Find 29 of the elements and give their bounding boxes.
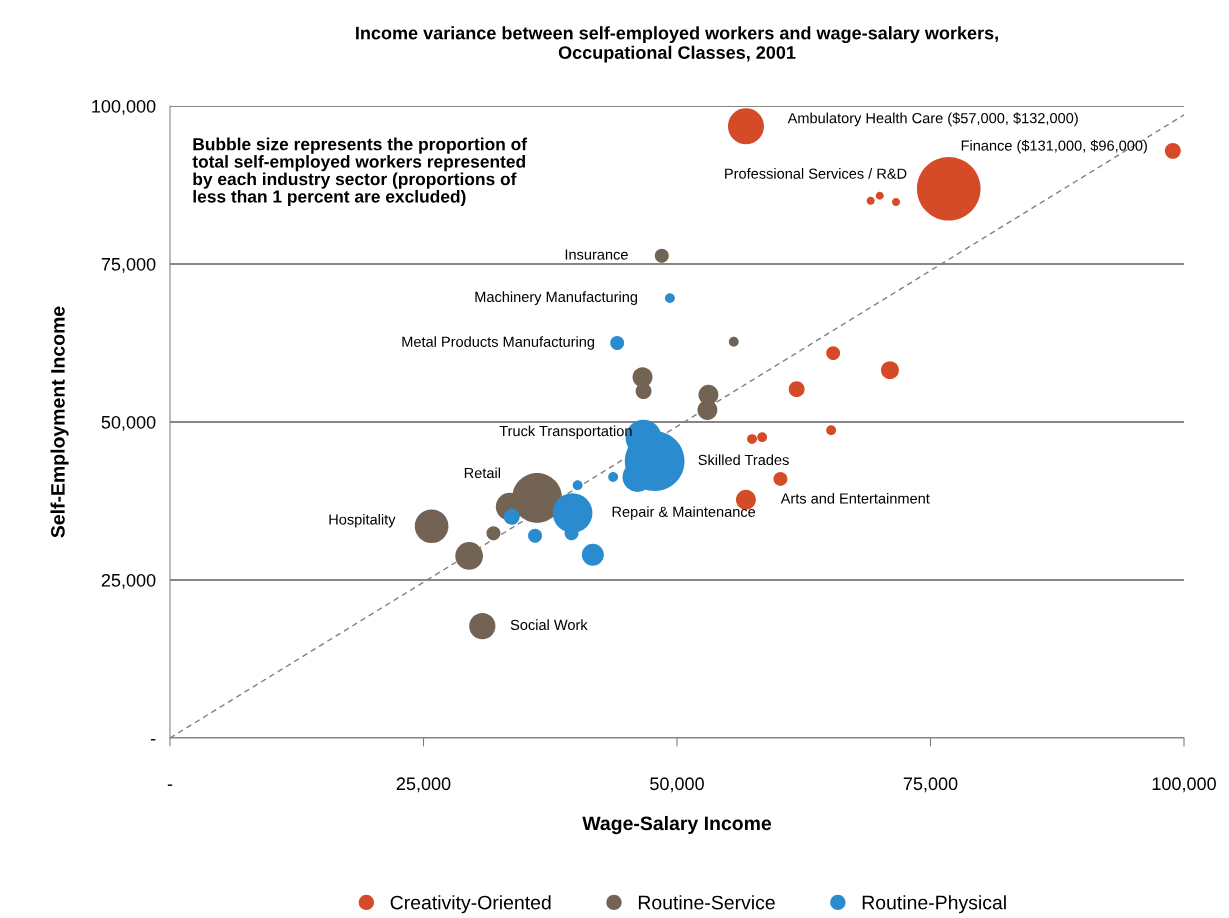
x-axis-title: Wage-Salary Income (582, 815, 772, 835)
annotation: Retail (464, 467, 500, 479)
annotation: Repair & Maintenance (612, 506, 756, 520)
chart-title: Income variance between self-employed workers and wage-salary workers, Occupational Classes, 2001 (356, 26, 998, 63)
legend-label: Routine-Service (638, 895, 775, 910)
annotation: Professional Services / R&D (725, 168, 907, 179)
x-tick-label: 75,000 (903, 777, 958, 793)
annotation: Finance ($131,000, $96,000) (961, 139, 1147, 154)
y-tick-label: 100,000 (92, 99, 156, 115)
annotation: Metal Products Manufacturing (402, 336, 595, 350)
x-tick-label: - (167, 784, 173, 786)
x-tick-label: 50,000 (650, 777, 704, 793)
legend-label: Routine-Physical (862, 895, 1006, 914)
y-tick-label: - (150, 739, 156, 741)
x-tick-label: 25,000 (396, 777, 451, 793)
y-tick-label: 50,000 (101, 415, 156, 431)
annotation: Insurance (565, 249, 628, 260)
annotation: Skilled Trades (698, 454, 789, 466)
annotation: Hospitality (329, 513, 396, 528)
annotation: Bubble size represents the proportion of total self-employed workers represented by each industry sector (proportions of less than 1 percent are excluded) (192, 137, 528, 207)
y-tick-label: 75,000 (101, 257, 156, 273)
y-axis-title: Self-Employment Income (50, 306, 69, 538)
legend-label: Creativity-Oriented (390, 895, 551, 914)
x-tick-label: 100,000 (1152, 777, 1216, 793)
annotation: Machinery Manufacturing (475, 291, 638, 305)
annotation: Social Work (510, 619, 588, 631)
y-tick-label: 25,000 (101, 573, 156, 589)
annotation: Arts and Entertainment (780, 492, 930, 504)
annotation: Ambulatory Health Care ($57,000, $132,000) (787, 112, 1078, 127)
